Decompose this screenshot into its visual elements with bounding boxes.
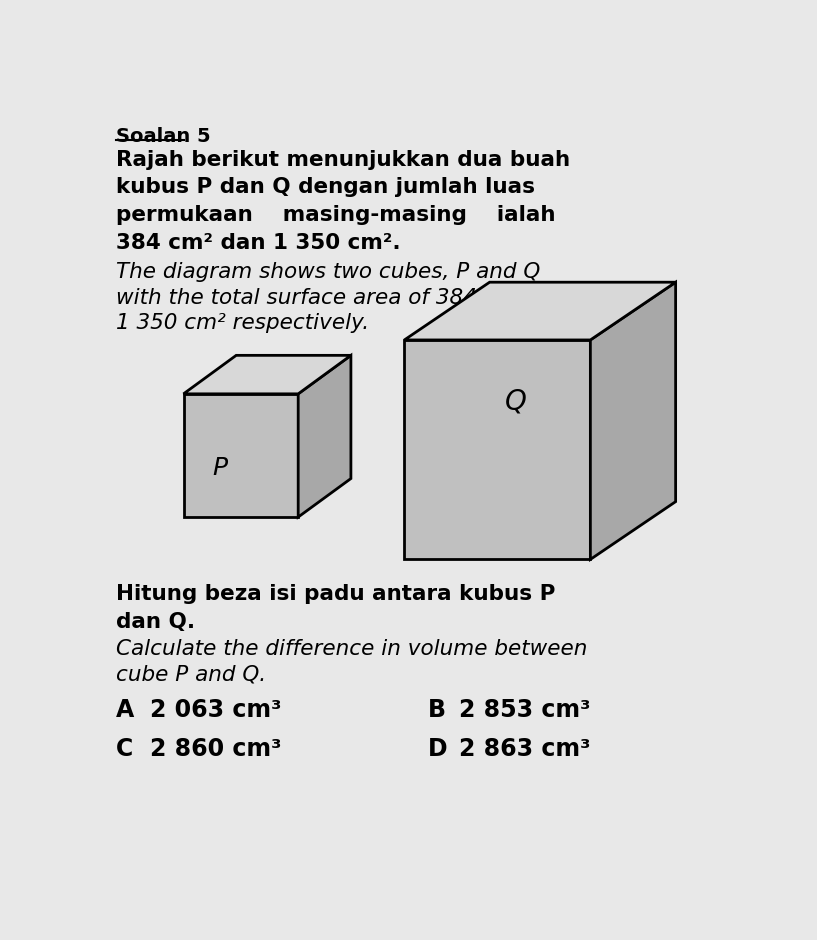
Text: C: C <box>116 737 133 760</box>
Text: The diagram shows two cubes, P and Q: The diagram shows two cubes, P and Q <box>116 262 540 282</box>
Text: 2 853 cm³: 2 853 cm³ <box>458 698 590 722</box>
Text: kubus P dan Q dengan jumlah luas: kubus P dan Q dengan jumlah luas <box>116 178 535 197</box>
Text: with the total surface area of 384 cm² and: with the total surface area of 384 cm² a… <box>116 288 573 307</box>
Polygon shape <box>184 355 350 394</box>
Text: Rajah berikut menunjukkan dua buah: Rajah berikut menunjukkan dua buah <box>116 149 570 170</box>
Text: Hitung beza isi padu antara kubus P: Hitung beza isi padu antara kubus P <box>116 584 556 604</box>
Text: A: A <box>116 698 134 722</box>
Text: 384 cm² dan 1 350 cm².: 384 cm² dan 1 350 cm². <box>116 233 400 253</box>
Text: 2 863 cm³: 2 863 cm³ <box>458 737 590 760</box>
Text: 2 063 cm³: 2 063 cm³ <box>150 698 282 722</box>
Polygon shape <box>591 282 676 559</box>
Text: D: D <box>427 737 447 760</box>
Text: Q: Q <box>505 387 527 415</box>
Text: Calculate the difference in volume between: Calculate the difference in volume betwe… <box>116 639 587 660</box>
Polygon shape <box>404 282 676 340</box>
Polygon shape <box>298 355 350 517</box>
Polygon shape <box>404 340 591 559</box>
Text: Soalan 5: Soalan 5 <box>116 127 211 146</box>
Text: 1 350 cm² respectively.: 1 350 cm² respectively. <box>116 313 369 333</box>
Text: 2 860 cm³: 2 860 cm³ <box>150 737 282 760</box>
Text: P: P <box>212 456 228 479</box>
Text: cube P and Q.: cube P and Q. <box>116 665 266 685</box>
Text: B: B <box>427 698 445 722</box>
Polygon shape <box>184 394 298 517</box>
Text: dan Q.: dan Q. <box>116 612 195 632</box>
Text: permukaan    masing-masing    ialah: permukaan masing-masing ialah <box>116 205 556 226</box>
